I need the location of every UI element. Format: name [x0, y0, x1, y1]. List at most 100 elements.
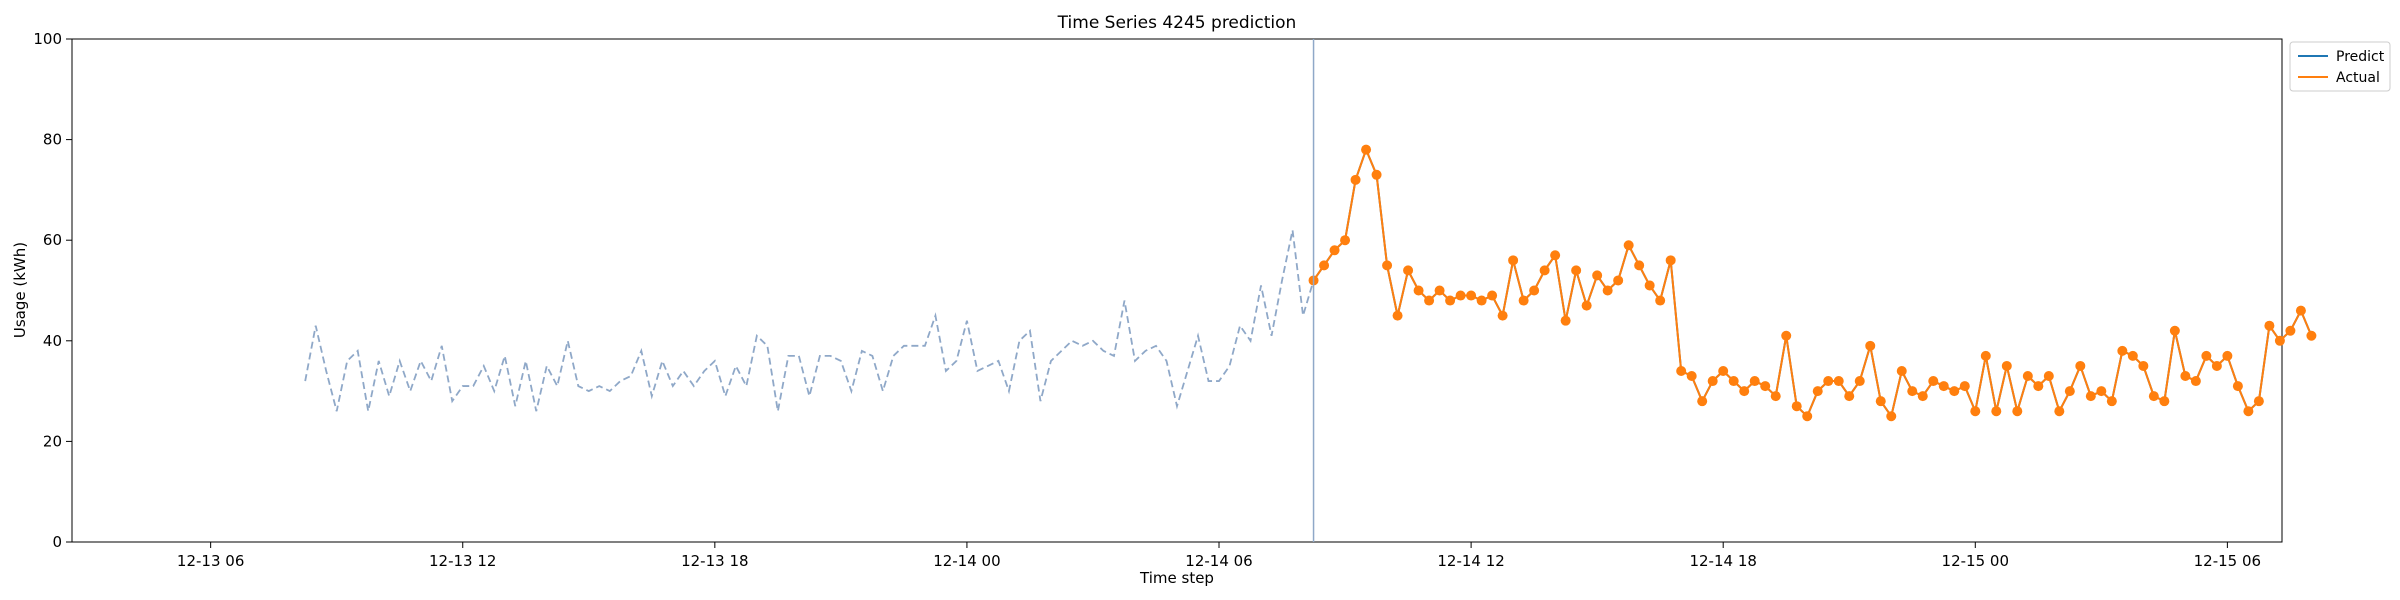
actual-point — [1865, 340, 1876, 351]
actual-point — [1340, 235, 1351, 246]
actual-point — [1508, 255, 1519, 266]
actual-point — [1613, 275, 1624, 286]
actual-point — [1581, 300, 1592, 311]
actual-point — [2012, 406, 2023, 417]
actual-point — [1697, 396, 1708, 407]
actual-point — [1319, 260, 1330, 271]
legend: Predict Actual — [2289, 41, 2391, 92]
actual-point — [1718, 365, 1729, 376]
actual-point — [1539, 265, 1550, 276]
history-line — [304, 229, 1315, 412]
actual-point — [1749, 376, 1760, 387]
actual-point — [1676, 365, 1687, 376]
y-tick-label: 0 — [52, 533, 62, 551]
actual-point — [1655, 295, 1666, 306]
actual-point — [1382, 260, 1393, 271]
chart-title: Time Series 4245 prediction — [1057, 13, 1297, 33]
actual-point — [2201, 350, 2212, 361]
actual-point — [1329, 245, 1340, 256]
y-axis-label: Usage (kWh) — [11, 242, 29, 338]
actual-point — [1781, 330, 1792, 341]
actual-point — [1760, 381, 1771, 392]
actual-point — [2022, 371, 2033, 382]
actual-point — [2148, 391, 2159, 402]
actual-point — [1917, 391, 1928, 402]
actual-point — [2243, 406, 2254, 417]
actual-point — [1529, 285, 1540, 296]
actual-point — [1644, 280, 1655, 291]
actual-point — [1812, 386, 1823, 397]
actual-point — [1907, 386, 1918, 397]
actual-point — [2033, 381, 2044, 392]
y-tick-label: 20 — [43, 432, 62, 450]
y-tick-label: 80 — [43, 131, 62, 149]
actual-point — [2211, 360, 2222, 371]
actual-point — [2274, 335, 2285, 346]
actual-point — [1665, 255, 1676, 266]
actual-point — [1844, 391, 1855, 402]
actual-point — [2253, 396, 2264, 407]
x-tick-label: 12-15 06 — [2194, 552, 2261, 570]
actual-point — [1371, 169, 1382, 180]
actual-point — [1623, 240, 1634, 251]
actual-point — [2264, 320, 2275, 331]
actual-point — [1434, 285, 1445, 296]
actual-point — [2001, 360, 2012, 371]
actual-point — [1770, 391, 1781, 402]
actual-point — [2138, 360, 2149, 371]
plot-area — [71, 38, 2283, 543]
x-tick-label: 12-14 00 — [933, 552, 1000, 570]
y-tick-label: 60 — [43, 231, 62, 249]
actual-point — [2232, 381, 2243, 392]
actual-point — [1980, 350, 1991, 361]
x-tick-label: 12-13 12 — [429, 552, 496, 570]
actual-point — [2043, 371, 2054, 382]
actual-point — [2096, 386, 2107, 397]
actual-point — [1949, 386, 1960, 397]
legend-predict-label: Predict — [2336, 49, 2385, 65]
actual-point — [1833, 376, 1844, 387]
actual-point — [1802, 411, 1813, 422]
actual-point — [1350, 174, 1361, 185]
x-tick-label: 12-14 18 — [1689, 552, 1756, 570]
actual-point — [1991, 406, 2002, 417]
actual-point — [1728, 376, 1739, 387]
actual-point — [2106, 396, 2117, 407]
actual-point — [1791, 401, 1802, 412]
actual-point — [1518, 295, 1529, 306]
y-tick-label: 40 — [43, 332, 62, 350]
actual-point — [1634, 260, 1645, 271]
actual-point — [1361, 144, 1372, 155]
actual-point — [2159, 396, 2170, 407]
actual-point — [2169, 325, 2180, 336]
actual-point — [1497, 310, 1508, 321]
actual-point — [1875, 396, 1886, 407]
actual-point — [2064, 386, 2075, 397]
x-tick-label: 12-13 06 — [177, 552, 244, 570]
actual-point — [2222, 350, 2233, 361]
actual-point — [1466, 290, 1477, 301]
actual-point — [1707, 376, 1718, 387]
actual-point — [1823, 376, 1834, 387]
actual-point — [1739, 386, 1750, 397]
actual-point — [1959, 381, 1970, 392]
x-tick-label: 12-13 18 — [681, 552, 748, 570]
actual-point — [2285, 325, 2296, 336]
legend-actual-label: Actual — [2336, 70, 2380, 86]
actual-point — [1938, 381, 1949, 392]
actual-point — [1686, 371, 1697, 382]
y-tick-label: 100 — [33, 30, 62, 48]
y-axis: 0 20 40 60 80 100 — [33, 30, 72, 551]
actual-point — [1550, 250, 1561, 261]
actual-point — [1886, 411, 1897, 422]
x-axis: 12-13 06 12-13 12 12-13 18 12-14 00 12-14 06… — [177, 542, 2261, 570]
actual-point — [2295, 305, 2306, 316]
actual-point — [2306, 330, 2317, 341]
actual-point — [1476, 295, 1487, 306]
actual-point — [1560, 315, 1571, 326]
actual-point — [1854, 376, 1865, 387]
actual-point — [1392, 310, 1403, 321]
x-tick-label: 12-14 06 — [1185, 552, 1252, 570]
actual-point — [1592, 270, 1603, 281]
